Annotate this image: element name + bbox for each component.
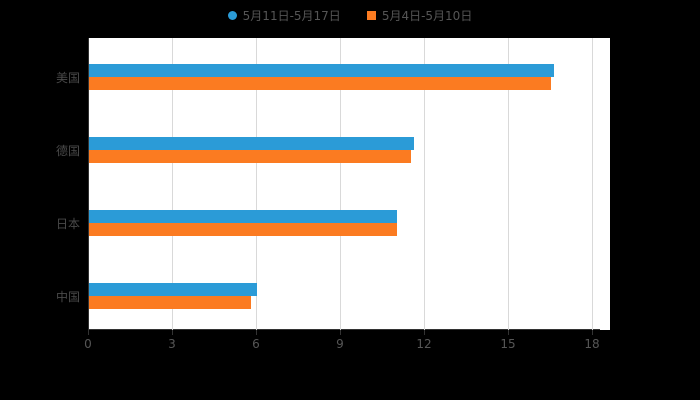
legend-marker-icon xyxy=(366,11,376,20)
category-label-3: 日本 xyxy=(55,216,80,231)
legend-item-series-1[interactable]: 5月11日-5月17日 xyxy=(227,7,341,24)
x-tick-label: 0 xyxy=(84,337,92,351)
x-tick-mark xyxy=(508,330,509,335)
chart-legend: 5月11日-5月17日 5月4日-5月10日 xyxy=(0,7,700,24)
gridline-x-6 xyxy=(256,38,257,330)
category-label-2: 德国 xyxy=(55,143,80,158)
category-label-4: 中国 xyxy=(55,289,80,304)
bar-5月4日-5月10日-中国 xyxy=(89,295,251,309)
category-label-1: 美国 xyxy=(55,70,80,85)
x-tick-label: 18 xyxy=(584,337,600,351)
x-tick-mark xyxy=(592,330,593,335)
bar-5月4日-5月10日-日本 xyxy=(89,222,397,236)
x-tick-mark xyxy=(340,330,341,335)
x-tick-mark xyxy=(88,330,89,335)
bar-5月4日-5月10日-美国 xyxy=(89,76,551,90)
bar-5月4日-5月10日-德国 xyxy=(89,149,411,163)
legend-marker-icon xyxy=(227,11,237,20)
plot-area xyxy=(88,38,610,330)
legend-label: 5月4日-5月10日 xyxy=(381,9,473,23)
gridline-x-18 xyxy=(592,38,593,330)
y-axis-line xyxy=(88,38,89,330)
gridline-x-3 xyxy=(172,38,173,330)
x-tick-mark xyxy=(172,330,173,335)
x-tick-label: 6 xyxy=(252,337,260,351)
x-tick-label: 3 xyxy=(168,337,176,351)
x-tick-label: 9 xyxy=(336,337,344,351)
x-tick-mark xyxy=(256,330,257,335)
legend-label: 5月11日-5月17日 xyxy=(242,9,341,23)
bar-5月11日-5月17日-美国 xyxy=(89,63,554,77)
x-tick-mark xyxy=(424,330,425,335)
bar-5月11日-5月17日-中国 xyxy=(89,282,257,296)
x-tick-label: 12 xyxy=(416,337,432,351)
bar-5月11日-5月17日-德国 xyxy=(89,136,414,150)
gridline-x-15 xyxy=(508,38,509,330)
legend-item-series-2[interactable]: 5月4日-5月10日 xyxy=(366,7,473,24)
x-axis-line xyxy=(88,329,600,330)
bar-5月11日-5月17日-日本 xyxy=(89,209,397,223)
x-tick-label: 15 xyxy=(500,337,516,351)
gridline-x-12 xyxy=(424,38,425,330)
gridline-x-9 xyxy=(340,38,341,330)
